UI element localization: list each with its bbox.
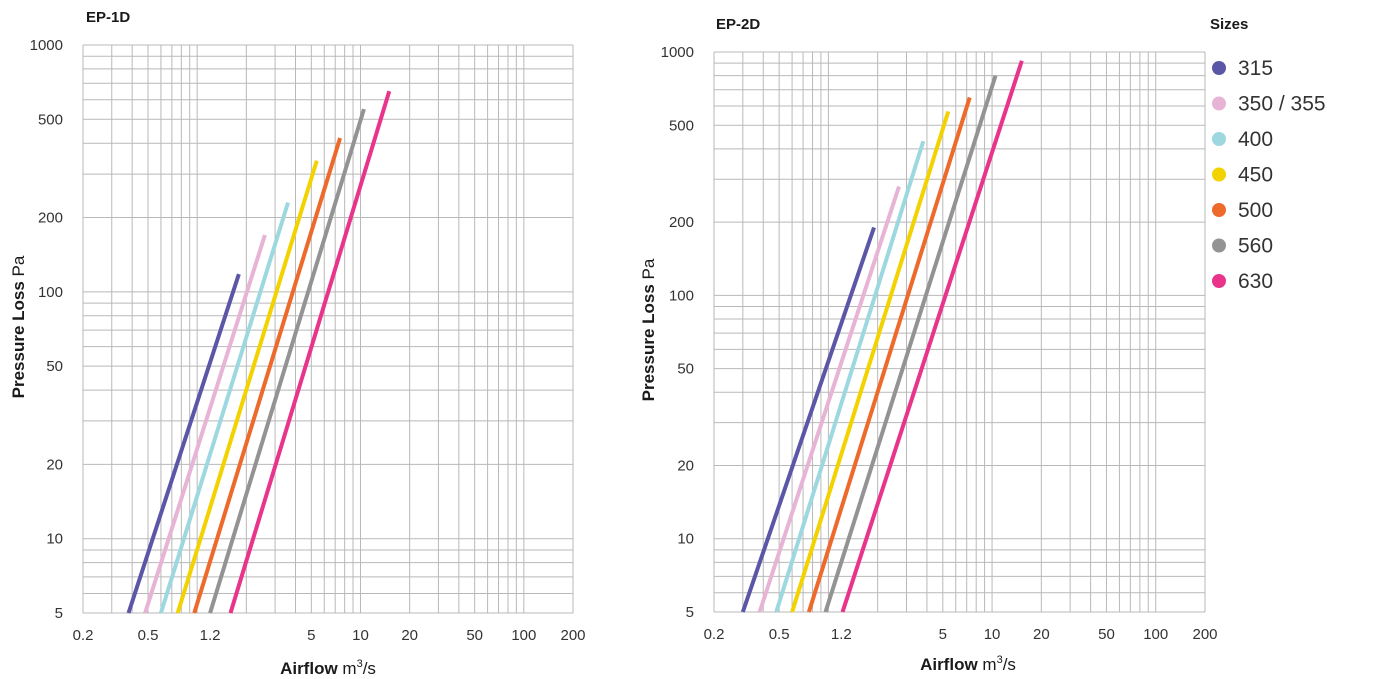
- series-line-315: [740, 226, 876, 613]
- series-line-315: [126, 273, 241, 614]
- series-group: [126, 90, 392, 614]
- series-line-350-355: [143, 234, 267, 614]
- y-tick-label: 100: [669, 287, 694, 304]
- series-group: [740, 60, 1024, 613]
- legend-swatch: [1212, 238, 1226, 253]
- series-line-560: [823, 74, 998, 613]
- x-tick-labels: 0.2 0.5 1.2 5 10 20 50 100 200: [704, 626, 1218, 643]
- y-tick-labels: 5 10 20 50 100 200 500 1000: [661, 44, 694, 621]
- legend-swatch: [1212, 96, 1226, 111]
- legend-label: 315: [1238, 57, 1273, 80]
- x-tick-label: 10: [984, 626, 1001, 643]
- x-tick-label: 1.2: [200, 627, 221, 644]
- x-tick-label: 0.5: [138, 627, 159, 644]
- x-tick-label: 100: [1143, 626, 1168, 643]
- x-tick-label: 5: [939, 626, 947, 643]
- y-tick-label: 1000: [30, 37, 63, 54]
- series-line-500: [192, 137, 343, 614]
- legend-swatch: [1212, 167, 1226, 182]
- x-tick-label: 50: [466, 627, 483, 644]
- legend-label: 630: [1238, 270, 1273, 293]
- y-axis-label: Pressure Loss Pa: [639, 258, 658, 401]
- x-tick-label: 20: [401, 627, 418, 644]
- legend-label: 500: [1238, 199, 1273, 222]
- chart-ep-1d: EP-1D 0.2 0.5 1.2 5 10 20 50 100 200 5 10 20 50 100 2…: [9, 9, 586, 678]
- x-tick-label: 100: [511, 627, 536, 644]
- legend-items: 315 350 / 355 400 450 500 560 630: [1212, 57, 1326, 293]
- legend-swatch: [1212, 203, 1226, 217]
- y-tick-label: 500: [669, 117, 694, 134]
- legend-label: 400: [1238, 128, 1273, 151]
- legend-label: 560: [1238, 235, 1273, 258]
- series-line-630: [228, 90, 392, 614]
- y-tick-label: 200: [669, 214, 694, 231]
- y-tick-labels: 5 10 20 50 100 200 500 1000: [30, 37, 63, 622]
- legend-title: Sizes: [1210, 16, 1248, 33]
- x-tick-label: 20: [1033, 626, 1050, 643]
- x-axis-label: Airflow m3/s: [920, 654, 1016, 674]
- legend-swatch: [1212, 274, 1226, 288]
- y-tick-label: 20: [46, 456, 63, 473]
- y-tick-label: 50: [46, 358, 63, 375]
- y-tick-label: 500: [38, 111, 63, 128]
- grid: [82, 44, 574, 614]
- x-axis-label: Airflow m3/s: [280, 658, 376, 678]
- legend-label: 350 / 355: [1238, 93, 1326, 116]
- y-tick-label: 20: [677, 457, 694, 474]
- x-tick-label: 200: [1192, 626, 1217, 643]
- series-line-400: [159, 201, 290, 614]
- series-line-500: [806, 96, 972, 613]
- legend-label: 450: [1238, 164, 1273, 187]
- legend-swatch: [1212, 61, 1226, 75]
- chart-ep-2d: EP-2D 0.2 0.5 1.2 5 10 20 50 100 200 5 10 20 50 100 2…: [639, 16, 1218, 674]
- x-tick-label: 10: [352, 627, 369, 644]
- series-line-630: [840, 60, 1024, 613]
- series-line-400: [774, 140, 926, 613]
- y-tick-label: 50: [677, 361, 694, 378]
- x-tick-label: 1.2: [831, 626, 852, 643]
- chart-title: EP-2D: [716, 16, 760, 33]
- series-line-450: [790, 110, 951, 613]
- y-tick-label: 10: [677, 531, 694, 548]
- series-line-560: [208, 108, 366, 614]
- y-tick-label: 200: [38, 210, 63, 227]
- x-tick-label: 50: [1098, 626, 1115, 643]
- legend-swatch: [1212, 132, 1226, 146]
- series-line-450: [175, 160, 319, 614]
- x-tick-label: 200: [560, 627, 585, 644]
- series-line-350-355: [757, 185, 901, 613]
- x-tick-label: 0.2: [704, 626, 725, 643]
- grid: [713, 51, 1206, 613]
- legend: Sizes 315 350 / 355 400 450 500 560 630: [1210, 16, 1326, 293]
- y-tick-label: 10: [46, 531, 63, 548]
- y-tick-label: 1000: [661, 44, 694, 61]
- x-tick-label: 0.2: [73, 627, 94, 644]
- x-tick-label: 0.5: [769, 626, 790, 643]
- y-tick-label: 100: [38, 284, 63, 301]
- x-tick-label: 5: [307, 627, 315, 644]
- x-tick-labels: 0.2 0.5 1.2 5 10 20 50 100 200: [73, 627, 586, 644]
- y-tick-label: 5: [55, 605, 63, 622]
- chart-title: EP-1D: [86, 9, 130, 26]
- y-tick-label: 5: [686, 604, 694, 621]
- y-axis-label: Pressure Loss Pa: [9, 255, 28, 398]
